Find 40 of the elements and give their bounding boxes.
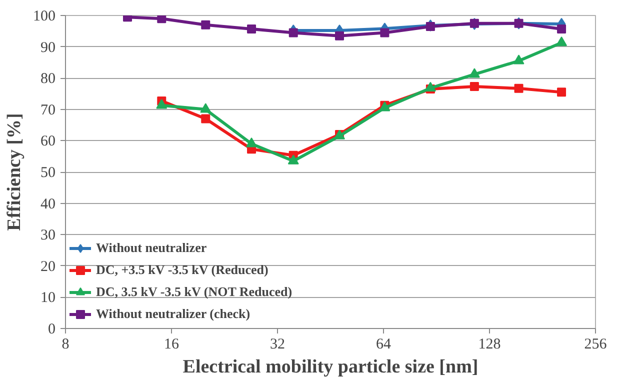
point: [200, 103, 212, 113]
point: [556, 36, 568, 46]
y-tick-label: 100: [33, 8, 56, 24]
legend-label: Without neutralizer (check): [96, 305, 250, 323]
x-tick-label: 32: [270, 336, 285, 352]
point: [468, 68, 480, 78]
y-tick-label: 60: [40, 134, 56, 150]
point: [557, 24, 566, 34]
y-tick-label: 50: [40, 165, 56, 181]
point: [247, 24, 256, 34]
y-tick-label: 70: [40, 102, 56, 118]
point: [514, 84, 524, 93]
point: [156, 99, 168, 109]
y-tick-label: 20: [40, 258, 56, 275]
x-tick-label: 128: [478, 336, 501, 352]
legend-label: DC, +3.5 kV -3.5 kV (Reduced): [96, 261, 268, 279]
point: [513, 54, 524, 64]
x-tick-label: 16: [164, 336, 180, 352]
x-tick-label: 64: [376, 336, 392, 352]
point: [424, 82, 436, 92]
y-tick-label: 80: [40, 71, 56, 88]
y-axis-title: Efficiency [%]: [4, 113, 25, 231]
x-tick-label: 8: [62, 336, 70, 352]
legend-label: Without neutralizer: [96, 239, 207, 257]
point: [246, 138, 258, 148]
point: [557, 88, 566, 97]
point: [380, 28, 390, 38]
point: [201, 20, 210, 30]
x-axis-title: Electrical mobility particle size [nm]: [182, 356, 478, 378]
y-tick-label: 30: [40, 228, 56, 244]
y-tick-label: 90: [40, 40, 56, 56]
point: [201, 114, 210, 124]
legend-label: DC, 3.5 kV -3.5 kV (NOT Reduced): [96, 283, 292, 301]
y-tick-label: 10: [40, 290, 56, 306]
point: [470, 82, 479, 92]
point: [335, 31, 344, 40]
y-tick-label: 0: [48, 322, 56, 338]
y-tick-label: 40: [40, 196, 56, 212]
point: [157, 16, 166, 24]
x-tick-label: 256: [584, 336, 608, 352]
